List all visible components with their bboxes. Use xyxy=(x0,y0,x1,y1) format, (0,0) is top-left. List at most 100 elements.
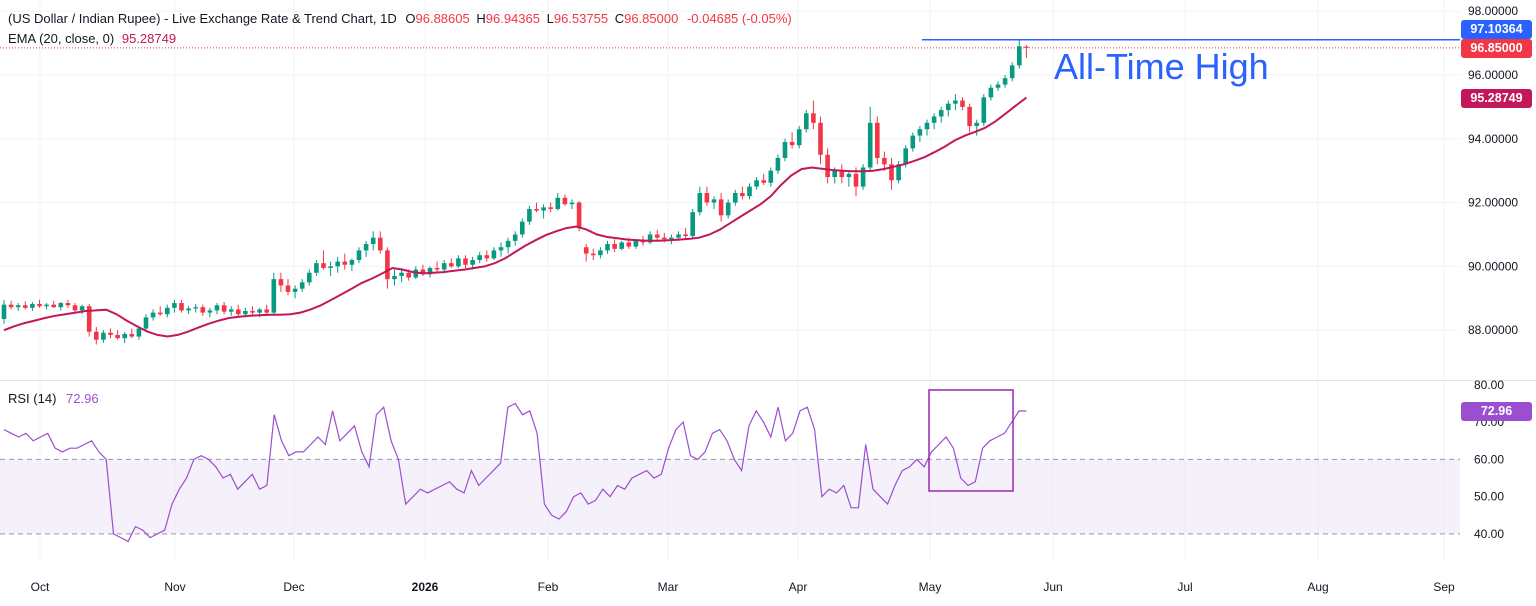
candle-body xyxy=(434,267,440,270)
candle xyxy=(356,247,362,264)
candle-body xyxy=(924,122,930,130)
candle xyxy=(789,132,795,149)
chart-legend: (US Dollar / Indian Rupee) - Live Exchan… xyxy=(8,11,792,26)
candle xyxy=(683,228,688,240)
candle xyxy=(456,255,461,268)
rsi-value: 72.96 xyxy=(66,391,99,406)
candle xyxy=(974,119,979,136)
candle xyxy=(307,269,312,286)
candle-body xyxy=(385,250,390,280)
candle xyxy=(782,138,788,162)
candle xyxy=(441,259,447,273)
candle-body xyxy=(846,173,852,178)
candle xyxy=(392,269,397,286)
rsi-legend: RSI (14) 72.96 xyxy=(8,391,99,406)
candle xyxy=(314,259,319,276)
rsi-highlight-box[interactable] xyxy=(928,389,1014,492)
candle xyxy=(583,244,589,262)
candle-body xyxy=(818,122,823,155)
candle xyxy=(569,199,575,209)
price-tick-label: 96.00000 xyxy=(1468,68,1518,82)
candle xyxy=(484,250,490,262)
candle-body xyxy=(427,267,433,275)
candle-body xyxy=(569,202,575,205)
candle xyxy=(115,330,120,340)
candle xyxy=(1017,39,1022,69)
candle-body xyxy=(58,303,64,308)
candle-body xyxy=(23,305,28,308)
candle-body xyxy=(37,304,42,307)
candle-body xyxy=(867,122,873,168)
candle-body xyxy=(441,263,447,270)
candle xyxy=(1002,74,1008,88)
time-tick-label: Feb xyxy=(538,580,559,594)
candle-body xyxy=(1009,65,1015,79)
price-tick-label: 88.00000 xyxy=(1468,323,1518,337)
candle-body xyxy=(157,312,163,315)
time-tick-label: May xyxy=(919,580,942,594)
price-tick-label: 94.00000 xyxy=(1468,132,1518,146)
candle-body xyxy=(136,328,142,337)
candle xyxy=(846,170,852,187)
candle-body xyxy=(228,309,234,312)
candle-body xyxy=(285,285,291,292)
time-tick-label: Sep xyxy=(1433,580,1455,594)
candle-body xyxy=(51,304,56,308)
candle xyxy=(129,328,135,339)
candle xyxy=(1024,44,1029,58)
candle xyxy=(207,307,213,318)
candle xyxy=(143,314,149,332)
candle-body xyxy=(555,197,561,209)
candle-body xyxy=(825,154,830,178)
candle xyxy=(15,303,21,312)
candle xyxy=(285,279,291,296)
candle xyxy=(775,154,781,174)
candle-body xyxy=(917,129,923,136)
candle-body xyxy=(413,269,419,278)
rsi-tick-label: 60.00 xyxy=(1474,452,1504,466)
candle-body xyxy=(165,307,170,315)
candle-body xyxy=(349,259,355,265)
candle-body xyxy=(718,199,724,216)
candle-body xyxy=(200,307,206,313)
candle-body xyxy=(406,272,411,278)
candle-body xyxy=(399,272,404,276)
low-value: 96.53755 xyxy=(553,11,609,26)
candle xyxy=(321,250,326,270)
candle-body xyxy=(775,157,781,171)
candle-body xyxy=(754,180,759,187)
candle xyxy=(463,255,468,268)
candle-body xyxy=(498,247,504,251)
candle-body xyxy=(761,180,766,183)
candle-body xyxy=(505,240,511,248)
high-label: H xyxy=(476,11,486,26)
candle-body xyxy=(15,305,21,308)
candle xyxy=(378,231,383,254)
close-label: C xyxy=(614,11,625,26)
time-tick-label: Jul xyxy=(1177,580,1192,594)
candle xyxy=(967,103,972,133)
candle xyxy=(981,94,987,127)
candle-body xyxy=(626,242,632,247)
candle-body xyxy=(271,279,277,313)
candle-body xyxy=(896,164,901,181)
candle xyxy=(228,306,234,316)
candle xyxy=(960,97,965,111)
candle-body xyxy=(683,234,688,237)
candle xyxy=(647,231,653,245)
candle xyxy=(938,106,944,123)
candle xyxy=(172,299,177,313)
candle xyxy=(1009,62,1015,82)
candle xyxy=(349,258,355,272)
candle xyxy=(37,299,42,308)
candle-body xyxy=(520,221,525,235)
candle-body xyxy=(370,237,376,245)
candle xyxy=(796,126,802,149)
candle xyxy=(278,272,284,292)
candle-body xyxy=(179,303,184,311)
candle-body xyxy=(363,244,369,251)
candle xyxy=(548,202,553,213)
time-tick-label: Apr xyxy=(789,580,808,594)
